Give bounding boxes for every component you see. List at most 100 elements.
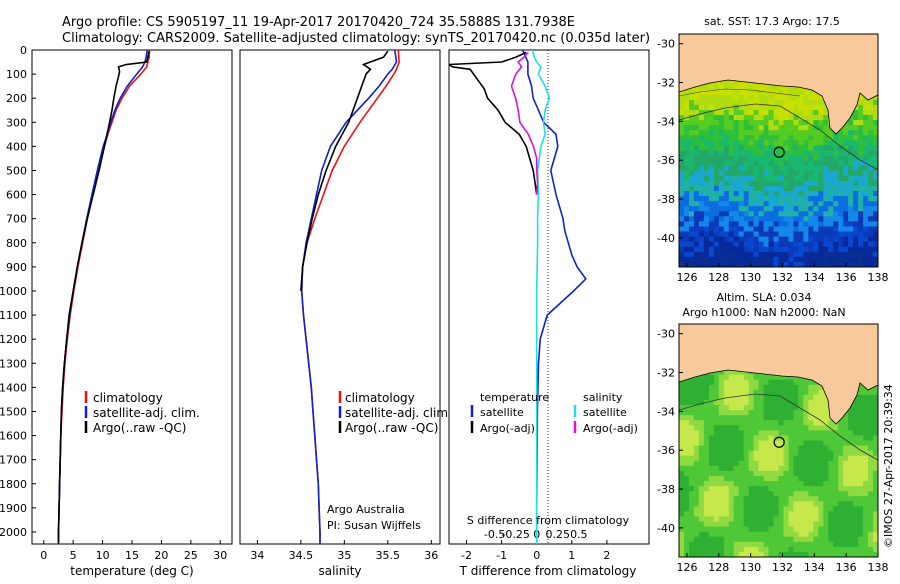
heatmap-cell <box>823 546 829 553</box>
heatmap-cell <box>793 501 799 507</box>
heatmap-cell <box>818 256 824 263</box>
salinity-series <box>300 50 400 544</box>
heatmap-cell <box>733 150 740 157</box>
heatmap-cell <box>768 165 775 172</box>
heatmap-cell <box>753 379 760 386</box>
heatmap-cell <box>808 506 814 512</box>
heatmap-cell <box>828 455 834 462</box>
heatmap-cell <box>863 516 869 523</box>
heatmap-cell <box>748 120 755 126</box>
heatmap-cell <box>733 425 740 431</box>
heatmap-cell <box>713 511 720 518</box>
heatmap-cell <box>808 165 814 172</box>
heatmap-cell <box>793 206 799 212</box>
heatmap-cell <box>733 135 740 141</box>
heatmap-cell <box>873 125 878 131</box>
heatmap-cell <box>684 491 690 497</box>
lon-tick-label: 138 <box>868 271 889 284</box>
heatmap-cell <box>713 541 720 548</box>
heatmap-cell <box>748 211 755 217</box>
heatmap-cell <box>689 389 695 396</box>
heatmap-cell <box>843 206 849 212</box>
heatmap-cell <box>853 226 859 233</box>
heatmap-cell <box>693 460 700 467</box>
heatmap-cell <box>788 221 795 228</box>
heatmap-cell <box>803 165 809 172</box>
heatmap-cell <box>758 481 765 487</box>
heatmap-cell <box>823 531 829 538</box>
heatmap-cell <box>813 145 819 152</box>
heatmap-cell <box>808 384 814 391</box>
heatmap-cell <box>853 491 859 497</box>
heatmap-cell <box>758 450 765 457</box>
heatmap-cell <box>679 425 685 431</box>
heatmap-cell <box>843 460 849 467</box>
depth-tick-label: 200 <box>6 92 27 105</box>
heatmap-cell <box>713 379 720 386</box>
heatmap-cell <box>768 231 775 238</box>
heatmap-cell <box>708 445 715 452</box>
heatmap-cell <box>689 526 695 533</box>
heatmap-cell <box>788 425 795 431</box>
heatmap-cell <box>863 241 869 248</box>
x-tick-label: 1 <box>568 549 575 562</box>
heatmap-cell <box>723 84 730 91</box>
heatmap-cell <box>733 120 740 126</box>
heatmap-cell <box>858 231 864 238</box>
heatmap-cell <box>743 145 750 152</box>
heatmap-cell <box>783 246 790 253</box>
heatmap-cell <box>753 115 760 121</box>
heatmap-cell <box>818 521 824 528</box>
heatmap-cell <box>708 521 715 528</box>
heatmap-cell <box>693 246 700 253</box>
heatmap-cell <box>733 374 740 381</box>
heatmap-cell <box>743 170 750 177</box>
heatmap-cell <box>783 470 790 477</box>
heatmap-cell <box>848 521 854 528</box>
heatmap-cell <box>868 150 874 157</box>
heatmap-cell <box>738 379 745 386</box>
heatmap-cell <box>728 389 735 396</box>
heatmap-cell <box>798 241 804 248</box>
heatmap-cell <box>768 246 775 253</box>
heatmap-cell <box>684 251 690 258</box>
heatmap-cell <box>703 104 710 111</box>
depth-tick-label: 300 <box>6 116 27 129</box>
heatmap-cell <box>853 425 859 431</box>
heatmap-cell <box>728 115 735 121</box>
heatmap-cell <box>763 125 770 131</box>
heatmap-cell <box>743 465 750 472</box>
heatmap-cell <box>843 511 849 518</box>
heatmap-cell <box>798 145 804 152</box>
heatmap-cell <box>823 394 829 401</box>
heatmap-cell <box>693 536 700 543</box>
heatmap-cell <box>753 256 760 263</box>
heatmap-cell <box>803 470 809 477</box>
heatmap-cell <box>689 491 695 497</box>
heatmap-cell <box>793 186 799 192</box>
heatmap-cell <box>788 145 795 152</box>
heatmap-cell <box>818 506 824 512</box>
heatmap-cell <box>798 394 804 401</box>
heatmap-cell <box>843 506 849 512</box>
heatmap-cell <box>818 251 824 258</box>
heatmap-cell <box>753 236 760 243</box>
heatmap-cell <box>758 384 765 391</box>
heatmap-cell <box>738 445 745 452</box>
heatmap-cell <box>703 84 710 91</box>
heatmap-cell <box>848 531 854 538</box>
heatmap-cell <box>818 206 824 212</box>
heatmap-cell <box>718 410 725 416</box>
temperature-series <box>57 50 151 544</box>
x-tick-label: 0 <box>40 549 47 562</box>
heatmap-cell <box>793 261 799 267</box>
heatmap-cell <box>743 460 750 467</box>
heatmap-cell <box>684 216 690 222</box>
heatmap-cell <box>818 140 824 147</box>
heatmap-cell <box>728 160 735 167</box>
heatmap-cell <box>848 175 854 182</box>
heatmap-cell <box>798 201 804 207</box>
heatmap-cell <box>793 531 799 538</box>
heatmap-cell <box>828 165 834 172</box>
heatmap-cell <box>803 425 809 431</box>
